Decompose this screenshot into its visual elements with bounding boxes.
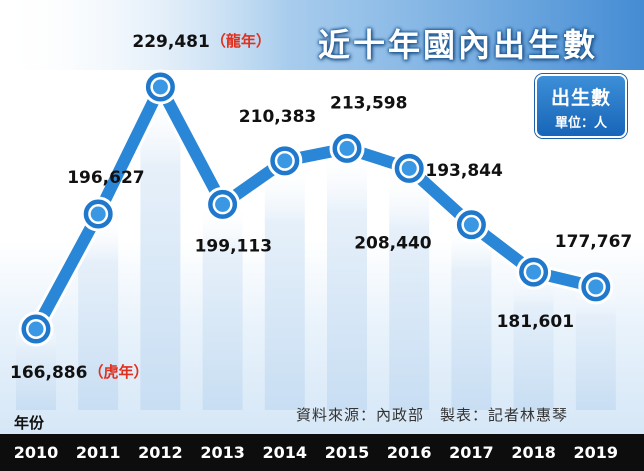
- value-label-2019: 177,767: [555, 232, 632, 252]
- data-point-2010: [18, 311, 54, 347]
- marker-core: [401, 160, 417, 176]
- value-label-2015: 213,598: [330, 93, 407, 113]
- marker-core: [28, 321, 44, 337]
- annotation-2010: （虎年）: [88, 363, 148, 381]
- data-point-2018: [516, 254, 552, 290]
- annotation-2012: （龍年）: [211, 32, 271, 50]
- data-point-2012: [142, 69, 178, 105]
- data-point-2019: [578, 269, 614, 305]
- marker-core: [339, 140, 355, 156]
- marker-core: [463, 217, 479, 233]
- legend-box: 出生數 單位：人: [535, 74, 627, 138]
- data-point-2014: [267, 143, 303, 179]
- marker-core: [215, 196, 231, 212]
- value-label-2010: 166,886: [10, 363, 87, 383]
- marker-core: [152, 79, 168, 95]
- legend-title: 出生數: [550, 87, 611, 109]
- value-label-2012: 229,481: [132, 32, 209, 52]
- stripe-2016: [389, 168, 430, 410]
- value-label-2013: 199,113: [195, 236, 272, 256]
- value-label-2017: 193,844: [425, 161, 503, 181]
- stripe-2015: [327, 148, 367, 410]
- stripe-2018: [513, 272, 554, 410]
- source-credit: 資料來源：內政部 製表：記者林惠琴: [296, 406, 569, 424]
- data-point-2011: [80, 196, 116, 232]
- series-line: [30, 81, 602, 335]
- stripe-2013: [202, 204, 243, 410]
- data-point-2017: [453, 207, 489, 243]
- stripe-2014: [264, 160, 305, 410]
- stripe-2012: [140, 87, 181, 410]
- value-label-2016: 208,440: [354, 233, 432, 253]
- value-label-2014: 210,383: [239, 107, 316, 127]
- data-point-2016: [391, 150, 427, 186]
- value-label-2011: 196,627: [67, 168, 144, 188]
- stripe-2019: [575, 286, 616, 410]
- unit-label: 單位：人: [554, 116, 607, 131]
- marker-core: [526, 264, 542, 280]
- x-axis-bar: [0, 434, 644, 471]
- marker-core: [588, 279, 604, 295]
- data-point-2013: [205, 186, 241, 222]
- chart-title: 近十年國內出生數: [317, 26, 598, 64]
- value-label-2018: 181,601: [497, 312, 574, 332]
- marker-core: [277, 153, 293, 169]
- stripe-2017: [451, 224, 492, 410]
- marker-core: [90, 206, 106, 222]
- x-axis-label: 年份: [14, 414, 45, 432]
- background-stripes: [0, 0, 644, 410]
- data-point-2015: [329, 130, 365, 166]
